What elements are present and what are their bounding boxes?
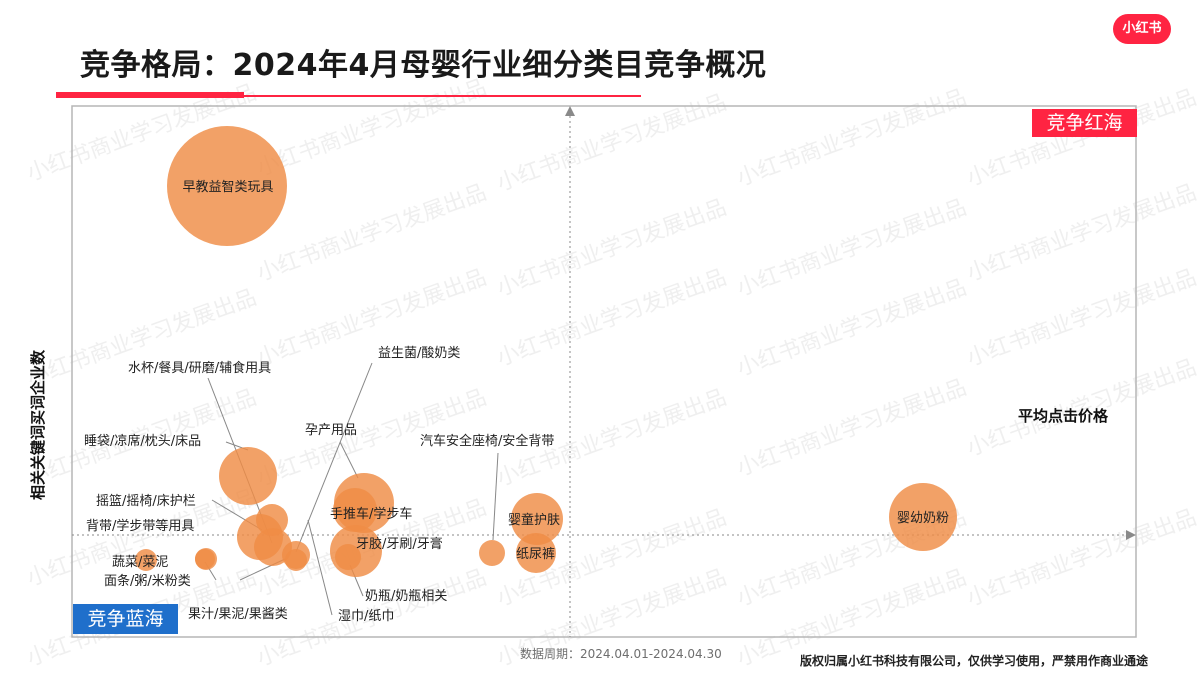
bubbles (135, 126, 957, 577)
bubble (195, 549, 215, 569)
leader-line (295, 362, 373, 553)
bubble-label: 婴幼奶粉 (897, 511, 949, 526)
quadrant-blue-ocean-label: 竞争蓝海 (73, 604, 178, 634)
y-axis-label: 相关关键词买词企业数 (29, 349, 47, 500)
bubble-label: 睡袋/凉席/枕头/床品 (84, 433, 201, 449)
bubble (167, 126, 287, 246)
bubble-label: 益生菌/酸奶类 (378, 346, 460, 361)
bubble-label: 水杯/餐具/研磨/辅食用具 (128, 360, 271, 376)
bubble-label: 汽车安全座椅/安全背带 (420, 433, 554, 449)
bubble-label: 蔬菜/菜泥 (112, 555, 168, 570)
leader-line (307, 519, 333, 616)
bubble-label: 奶瓶/奶瓶相关 (365, 589, 447, 604)
bubble-label: 面条/粥/米粉类 (104, 573, 191, 589)
data-period: 数据周期：2024.04.01-2024.04.30 (520, 647, 722, 661)
bubble (516, 533, 556, 573)
bubble (219, 447, 277, 505)
bubble-label: 摇篮/摇椅/床护栏 (96, 494, 196, 509)
bubble-label: 早教益智类玩具 (182, 179, 273, 195)
bubble-label: 背带/学步带等用具 (86, 518, 194, 534)
leader-line (339, 441, 359, 479)
leader-line (492, 452, 499, 541)
quadrant-red-ocean-label: 竞争红海 (1032, 109, 1137, 137)
bubble-label: 牙胶/牙刷/牙膏 (356, 536, 443, 552)
copyright-notice: 版权归属小红书科技有限公司，仅供学习使用，严禁用作商业通途 (800, 654, 1149, 668)
bubble-label: 孕产用品 (305, 423, 357, 438)
x-axis-label: 平均点击价格 (1018, 407, 1109, 425)
page-title: 竞争格局：2024年4月母婴行业细分类目竞争概况 (80, 48, 767, 83)
bubble-label: 果汁/果泥/果酱类 (188, 607, 288, 622)
x-arrow-icon (1126, 530, 1136, 540)
bubble-label: 婴童护肤 (508, 512, 560, 528)
xiaohongshu-logo: 小红书 (1113, 14, 1171, 44)
bubble (889, 483, 957, 551)
plot-frame (71, 105, 1137, 638)
bubble (335, 544, 361, 570)
bubble (135, 549, 157, 571)
bubble-label: 纸尿裤 (516, 547, 555, 562)
bubble (511, 493, 563, 545)
y-arrow-icon (565, 106, 575, 116)
title-underline-accent (56, 92, 244, 98)
bubble (479, 540, 505, 566)
bubble (256, 504, 288, 536)
bubble-label: 手推车/学步车 (330, 506, 412, 522)
bubble (333, 488, 377, 532)
title-underline (56, 95, 641, 97)
bubble (285, 549, 307, 571)
bubble-label: 湿巾/纸巾 (338, 609, 394, 624)
